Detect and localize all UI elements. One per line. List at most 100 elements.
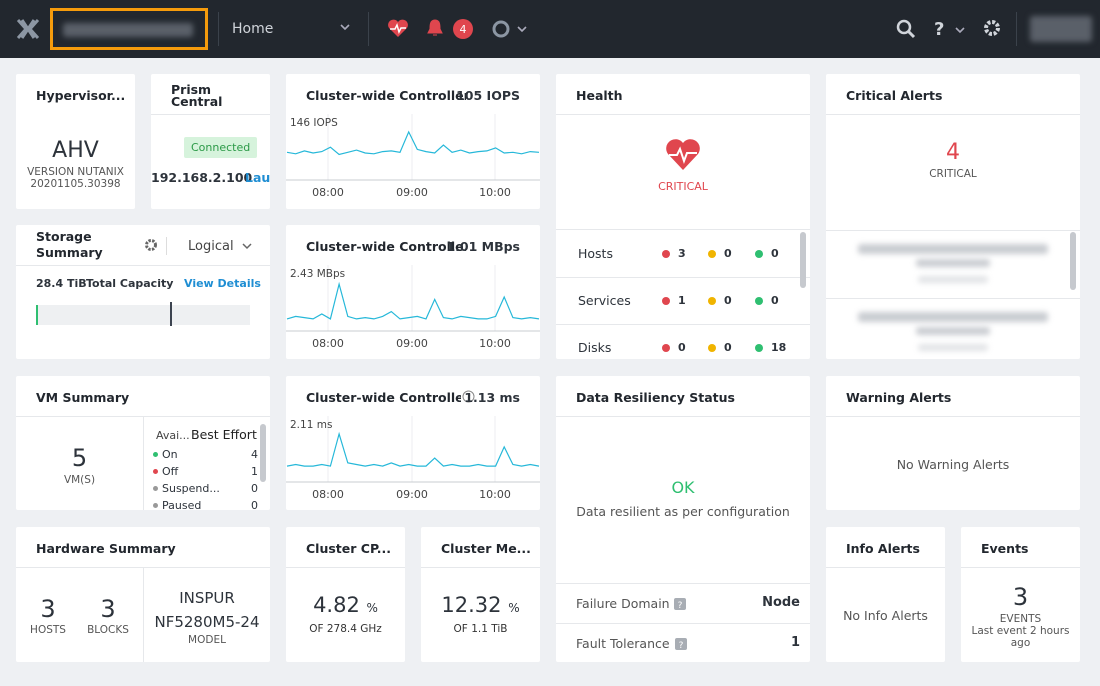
memory-card[interactable]: Cluster Me... 12.32 % OF 1.1 TiB (421, 527, 540, 662)
health-card[interactable]: Health CRITICAL Hosts 3 0 0 Services 1 0 0 Disks… (556, 74, 810, 359)
status-dot (662, 344, 670, 352)
card-title: Storage Summary (36, 229, 103, 260)
capacity-marker (170, 302, 172, 326)
iops-card[interactable]: Cluster-wide Controller... 105 IOPS 08:0… (286, 74, 540, 209)
card-title: Info Alerts (846, 541, 920, 556)
divider (826, 114, 1080, 115)
prism-central-card[interactable]: Prism Central Connected 192.168.2.100 La… (151, 74, 270, 209)
alert-item[interactable] (858, 312, 1048, 322)
task-icon[interactable] (492, 19, 528, 39)
peak-label: 146 IOPS (290, 117, 338, 129)
help-icon[interactable]: ? (674, 598, 686, 610)
scrollbar[interactable] (800, 232, 806, 288)
x-tick-label: 10:00 (479, 337, 511, 350)
divider (1016, 12, 1017, 46)
events-card[interactable]: Events 3 EVENTS Last event 2 hours ago (961, 527, 1080, 662)
card-title: Hardware Summary (36, 541, 176, 556)
card-title: Warning Alerts (846, 390, 952, 405)
launch-link[interactable]: Lau (245, 170, 270, 185)
empty-message: No Warning Alerts (896, 457, 1010, 472)
chevron[interactable] (340, 24, 350, 32)
vendor: INSPUR (179, 589, 235, 607)
row-label: Hosts (578, 246, 613, 261)
hypervisor-name: AHV (52, 138, 99, 163)
help-icon[interactable]: ? (675, 638, 687, 650)
version: 20201105.30398 (30, 178, 121, 190)
alert-count: 4 (946, 140, 960, 165)
status-dot (755, 250, 763, 258)
usage-total: OF 1.1 TiB (453, 623, 508, 635)
alert-icon[interactable] (426, 18, 444, 38)
latency-card[interactable]: Cluster-wide Controller... ? 1.13 ms 08:… (286, 376, 540, 510)
peak-label: 2.11 ms (290, 419, 332, 431)
divider (556, 416, 810, 417)
usage-value: 4.82 (313, 593, 360, 617)
user-menu[interactable] (1030, 16, 1092, 42)
settings-icon[interactable] (144, 238, 158, 252)
resiliency-card[interactable]: Data Resiliency Status OK Data resilient… (556, 376, 810, 662)
block-count: 3 (100, 595, 116, 623)
row-value: 1 (790, 635, 800, 650)
current-value: 105 IOPS (456, 88, 520, 103)
bandwidth-card[interactable]: Cluster-wide Controlle... 1.01 MBps 08:0… (286, 225, 540, 359)
hardware-card[interactable]: Hardware Summary 3 HOSTS 3 BLOCKS INSPUR… (16, 527, 270, 662)
state-label: Suspend... (162, 482, 220, 495)
help-icon[interactable]: ? (930, 18, 966, 40)
status-dot (662, 297, 670, 305)
mode-dropdown[interactable]: Logical (188, 239, 234, 254)
vm-count: 5 (71, 444, 88, 472)
cluster-name-box[interactable] (50, 8, 208, 50)
settings-icon[interactable] (982, 18, 1002, 38)
capacity-bar (36, 305, 250, 325)
status-dot (755, 297, 763, 305)
storage-card[interactable]: Storage Summary Logical 28.4 TiB Total C… (16, 225, 270, 359)
details-link[interactable]: View Details (184, 277, 261, 290)
state-dot (153, 486, 158, 491)
info-alerts-card[interactable]: Info Alerts No Info Alerts (826, 527, 945, 662)
chevron[interactable] (242, 243, 252, 251)
sparkline-line (286, 281, 540, 320)
last-event: Last event 2 hours ago (971, 625, 1070, 649)
card-title: Hypervisor... (36, 88, 126, 103)
state-count: 1 (251, 465, 258, 478)
health-icon[interactable] (387, 18, 409, 38)
divider (556, 114, 810, 115)
divider (218, 12, 219, 46)
divider (143, 567, 144, 662)
block-label: BLOCKS (87, 624, 129, 636)
warning-alerts-card[interactable]: Warning Alerts No Warning Alerts (826, 376, 1080, 510)
sparkline-line (286, 130, 540, 156)
alert-item (916, 327, 990, 335)
status-dot (708, 297, 716, 305)
nav-page[interactable]: Home (232, 21, 274, 37)
alert-item[interactable] (858, 244, 1048, 254)
state-count: 4 (251, 448, 258, 461)
card-title: Prism Central (171, 82, 223, 109)
logo[interactable] (16, 18, 40, 40)
scrollbar[interactable] (1070, 232, 1076, 290)
peak-label: 2.43 MBps (290, 268, 345, 280)
divider (166, 237, 167, 255)
info-icon[interactable]: ? (462, 390, 475, 403)
critical-alerts-card[interactable]: Critical Alerts 4 CRITICAL (826, 74, 1080, 359)
status-dot (662, 250, 670, 258)
status-count: 0 (678, 341, 686, 354)
usage: 12.32 % (421, 593, 540, 617)
scrollbar[interactable] (260, 424, 266, 482)
svg-text:?: ? (934, 19, 944, 40)
health-heart (666, 139, 700, 170)
alert-badge[interactable]: 4 (452, 18, 474, 40)
divider (826, 298, 1080, 299)
top-bar: Home 4 ? (0, 0, 1100, 58)
cpu-card[interactable]: Cluster CP... 4.82 % OF 278.4 GHz (286, 527, 405, 662)
state-label: On (162, 448, 178, 461)
hypervisor-card[interactable]: Hypervisor... AHV VERSION NUTANIX 202011… (16, 74, 135, 209)
usage-unit: % (508, 601, 520, 615)
vm-summary-card[interactable]: VM Summary 5 VM(S) Avai... Best Effort O… (16, 376, 270, 510)
status-count: 3 (678, 247, 686, 260)
capacity-label: Total Capacity (86, 277, 174, 290)
state-dot (153, 452, 158, 457)
version: VERSION NUTANIX (27, 166, 124, 178)
divider (421, 567, 540, 568)
search-icon[interactable] (896, 19, 916, 39)
